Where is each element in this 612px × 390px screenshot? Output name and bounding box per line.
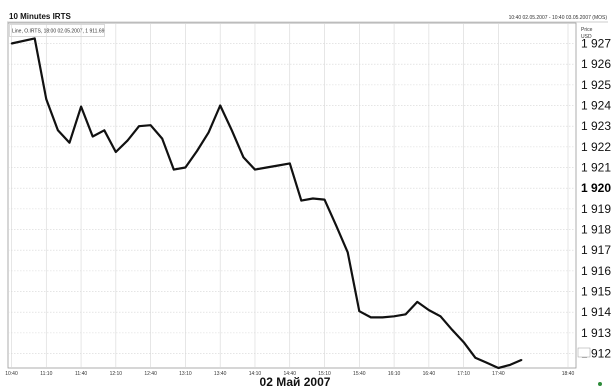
y-tick-label: 1 920	[581, 181, 611, 195]
data-point	[115, 151, 117, 153]
data-point	[509, 364, 511, 366]
data-point	[428, 309, 430, 311]
data-point	[103, 129, 106, 132]
last-price-marker	[577, 347, 591, 358]
data-point	[335, 224, 337, 227]
data-point	[323, 198, 326, 201]
x-axis: 10:40 11:10 11:40 12:10 12:40 13:10 13:40 14:10…	[5, 371, 574, 377]
y-tick-label: 1 914	[581, 305, 611, 319]
y-tick-label: 1 922	[581, 140, 611, 154]
x-tick-label: 14:40	[283, 371, 296, 377]
series-caption-box	[9, 24, 105, 37]
price-axis-label: Price	[581, 27, 593, 33]
data-point	[161, 137, 164, 140]
data-point	[196, 150, 198, 152]
data-point	[91, 135, 94, 138]
data-point	[126, 139, 129, 142]
data-point	[486, 362, 488, 364]
y-tick-label: 1 924	[581, 99, 611, 113]
data-point	[265, 166, 268, 169]
data-point	[474, 356, 477, 359]
data-point	[404, 313, 407, 316]
data-point	[277, 164, 279, 167]
data-point	[10, 42, 13, 45]
y-tick-label: 1 919	[581, 202, 611, 216]
data-point	[45, 98, 48, 101]
status-dot-icon	[598, 382, 602, 386]
y-tick-label: 1 921	[581, 161, 611, 175]
data-point	[497, 367, 500, 369]
data-point	[288, 162, 291, 165]
x-tick-label: 11:40	[75, 371, 87, 377]
x-tick-label: 15:10	[318, 371, 331, 377]
data-point	[300, 199, 303, 202]
x-tick-label: 16:40	[423, 371, 436, 377]
data-point	[451, 328, 453, 331]
x-tick-label: 18:40	[562, 371, 575, 377]
data-point	[462, 341, 465, 343]
data-point	[138, 125, 140, 127]
data-point	[80, 105, 82, 108]
data-point	[57, 129, 59, 132]
data-point	[416, 301, 419, 303]
y-tick-label: 1 917	[581, 243, 611, 257]
data-point	[173, 168, 175, 171]
data-point	[254, 168, 256, 171]
data-point	[207, 131, 210, 134]
data-point	[370, 316, 372, 319]
x-tick-label: 10:40	[5, 371, 18, 377]
x-tick-label: 13:40	[214, 371, 227, 377]
x-tick-label: 11:10	[40, 371, 52, 377]
y-tick-label: 1 916	[581, 264, 611, 278]
currency-label: USD	[581, 34, 592, 40]
data-point	[33, 37, 36, 40]
data-point	[149, 124, 152, 126]
x-tick-label: 16:10	[388, 371, 401, 377]
data-point	[242, 156, 245, 158]
y-tick-label: 1 925	[581, 78, 611, 92]
series-caption: Line, O.IRTS, 18:00 02.05.2007, 1 911.69	[12, 29, 105, 35]
x-tick-label: 15:40	[353, 371, 366, 377]
price-line	[11, 37, 523, 370]
date-label: 02 Май 2007	[260, 375, 331, 389]
date-range-text: 10:40 02.05.2007 - 10:40 03.05.2007 (MOS…	[509, 15, 608, 21]
chart-title: 10 Minutes IRTS	[9, 12, 71, 21]
data-point	[312, 197, 314, 200]
data-point	[230, 129, 233, 132]
data-point	[358, 310, 361, 312]
grid	[8, 23, 576, 368]
x-tick-label: 17:40	[492, 371, 505, 377]
x-tick-label: 13:10	[179, 371, 192, 377]
y-tick-label: 1 926	[581, 57, 611, 71]
y-axis: 1 927 1 926 1 925 1 924 1 923 1 922 1 921 1 920…	[581, 37, 611, 361]
data-point	[68, 141, 71, 144]
y-tick-label: 1 927	[581, 37, 611, 51]
x-tick-label: 12:10	[110, 371, 123, 377]
x-tick-label: 12:40	[144, 371, 157, 377]
y-tick-label: 1 923	[581, 119, 611, 133]
data-point	[346, 251, 349, 254]
x-tick-label: 14:10	[249, 371, 262, 377]
plot-area	[7, 22, 577, 369]
y-tick-label: 1 913	[581, 326, 611, 340]
series-layer	[10, 37, 523, 370]
data-point	[393, 315, 395, 318]
y-tick-label: 1 918	[581, 223, 611, 237]
data-point	[520, 359, 523, 361]
y-tick-label: 1 915	[581, 285, 611, 299]
data-point	[381, 316, 384, 319]
x-tick-label: 17:10	[457, 371, 470, 377]
data-point	[219, 104, 221, 107]
data-point	[184, 166, 187, 169]
data-point	[439, 315, 442, 318]
